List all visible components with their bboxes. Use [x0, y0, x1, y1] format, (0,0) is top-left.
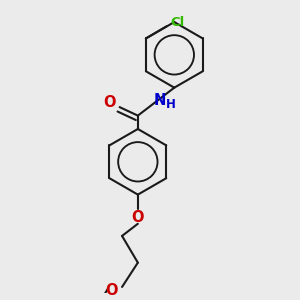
Text: O: O	[132, 210, 144, 225]
Text: O: O	[106, 283, 118, 298]
Text: Cl: Cl	[170, 16, 184, 29]
Text: O: O	[103, 95, 116, 110]
Text: N: N	[154, 93, 166, 108]
Text: H: H	[166, 98, 176, 111]
